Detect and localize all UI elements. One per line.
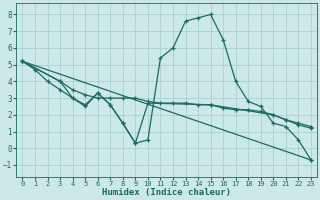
X-axis label: Humidex (Indice chaleur): Humidex (Indice chaleur) bbox=[102, 188, 231, 197]
